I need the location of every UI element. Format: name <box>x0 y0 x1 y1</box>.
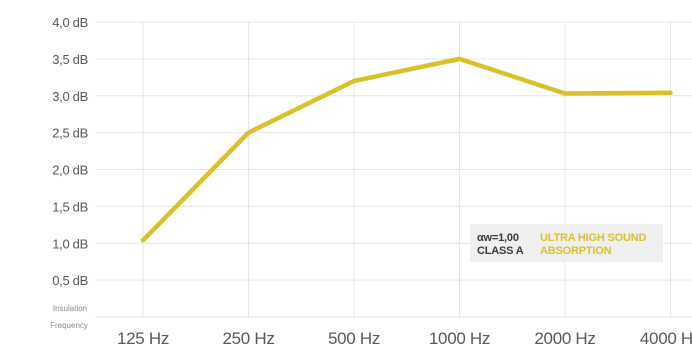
y-axis-ticks: 0,5 dB 1,0 dB 1,5 dB 2,0 dB 2,5 dB 3,0 dB 3,5 … <box>52 15 88 288</box>
annotation-highlight-2: ABSORPTION <box>540 245 612 257</box>
x-tick-label: 2000 Hz <box>534 329 595 346</box>
x-tick-label: 500 Hz <box>328 329 380 346</box>
y-axis-label: Insulation <box>53 304 87 313</box>
annotation-rating: αw=1,00 <box>477 232 519 244</box>
y-tick-label: 3,5 dB <box>52 52 88 67</box>
y-tick-label: 2,0 dB <box>52 163 88 178</box>
x-tick-label: 1000 Hz <box>429 329 490 346</box>
x-tick-label: 250 Hz <box>222 329 274 346</box>
annotation-highlight-1: ULTRA HIGH SOUND <box>540 232 646 244</box>
series <box>140 56 673 243</box>
x-tick-label: 125 Hz <box>117 329 169 346</box>
x-axis-label: Frequency <box>50 321 88 330</box>
annotation-legend: αw=1,00 ULTRA HIGH SOUND CLASS A ABSORPT… <box>470 224 663 262</box>
annotation-class: CLASS A <box>477 245 524 257</box>
y-tick-label: 1,5 dB <box>52 199 88 214</box>
grid <box>95 21 692 318</box>
y-tick-label: 4,0 dB <box>52 15 88 30</box>
y-tick-label: 2,5 dB <box>52 126 88 141</box>
y-tick-label: 0,5 dB <box>52 273 88 288</box>
series-line <box>140 56 673 243</box>
annotation-box <box>470 224 663 262</box>
y-tick-label: 3,0 dB <box>52 89 88 104</box>
y-tick-label: 1,0 dB <box>52 236 88 251</box>
x-axis-ticks: 125 Hz 250 Hz 500 Hz 1000 Hz 2000 Hz 4000 Hz <box>117 329 692 346</box>
x-tick-label: 4000 Hz <box>640 329 692 346</box>
